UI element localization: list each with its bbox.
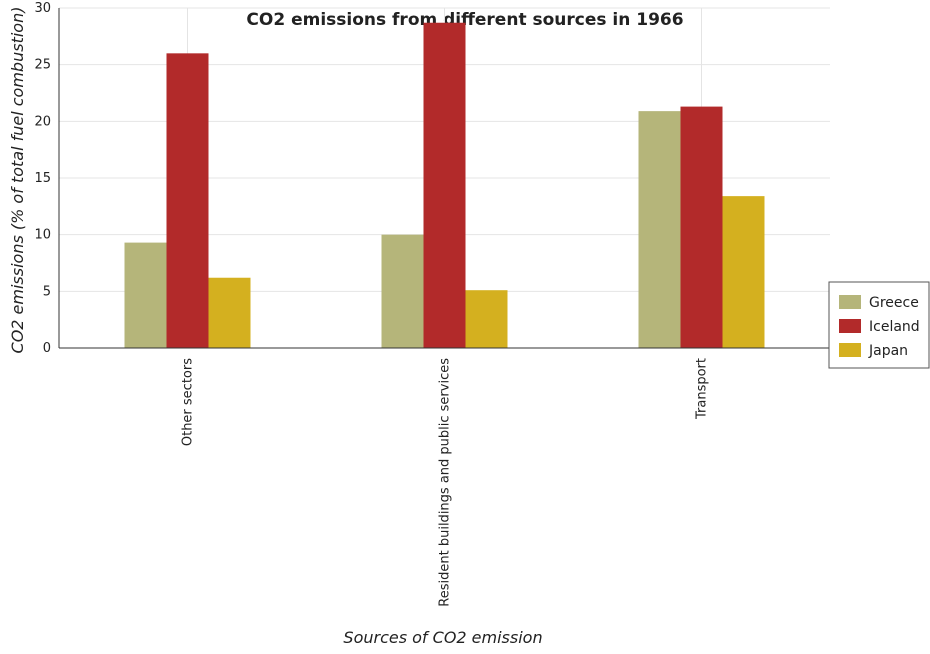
y-tick-label: 30 (34, 1, 51, 16)
y-tick-label: 25 (34, 58, 51, 73)
x-axis-label: Sources of CO2 emission (343, 628, 542, 647)
x-tick-label: Transport (695, 358, 710, 420)
bar-japan-2 (722, 196, 765, 348)
y-tick-label: 5 (43, 284, 51, 299)
legend-swatch-greece (839, 295, 861, 309)
legend-label-iceland: Iceland (869, 319, 920, 335)
x-tick-label: Resident buildings and public services (438, 358, 453, 607)
y-tick-label: 15 (34, 171, 51, 186)
y-tick-label: 10 (34, 228, 51, 243)
legend-label-japan: Japan (868, 343, 908, 359)
bar-japan-0 (208, 277, 251, 348)
bar-iceland-2 (680, 106, 723, 348)
bar-greece-0 (124, 242, 167, 348)
y-axis-label: CO2 emissions (% of total fuel combustio… (8, 7, 27, 354)
legend-swatch-japan (839, 343, 861, 357)
bar-iceland-0 (166, 53, 209, 348)
x-tick-label: Other sectors (181, 358, 196, 446)
legend-swatch-iceland (839, 319, 861, 333)
bar-greece-1 (381, 234, 424, 348)
axes: 0 5 10 15 20 25 30 Other sectors Resident buildi… (34, 1, 830, 607)
bar-greece-2 (638, 111, 681, 348)
y-tick-label: 20 (34, 114, 51, 129)
bar-japan-1 (465, 290, 508, 348)
legend: Greece Iceland Japan (828, 281, 930, 369)
legend-label-greece: Greece (869, 295, 919, 311)
bars (124, 22, 765, 348)
chart-title: CO2 emissions from different sources in … (246, 10, 683, 30)
y-tick-label: 0 (43, 341, 51, 356)
bar-iceland-1 (423, 22, 466, 348)
